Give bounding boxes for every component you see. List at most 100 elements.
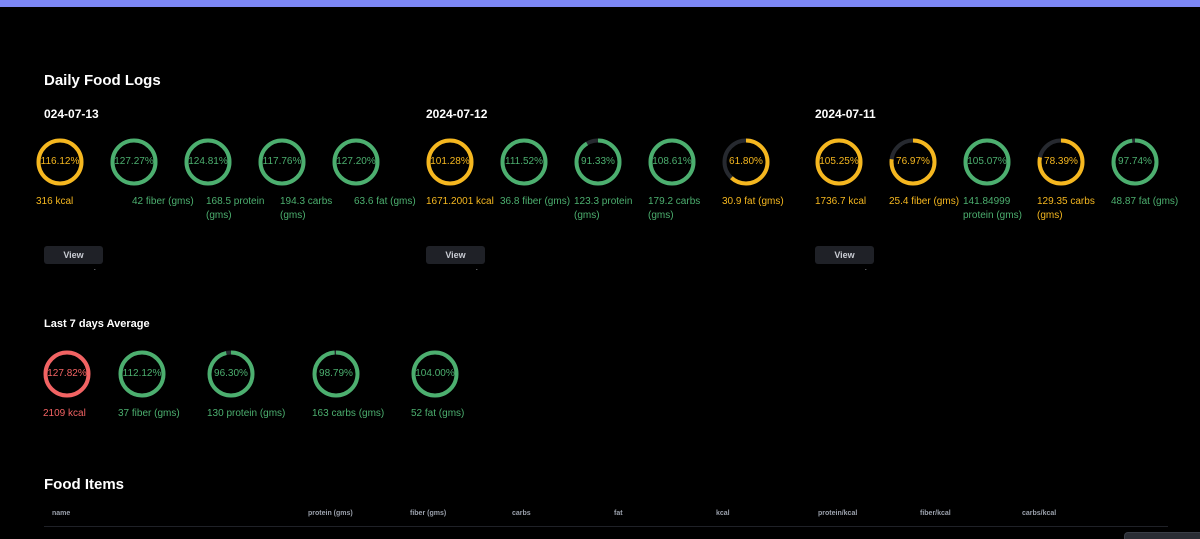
metric-label: 37 fiber (gms) bbox=[118, 408, 180, 419]
progress-ring: 127.82% bbox=[43, 350, 91, 398]
view-consumed-food-button[interactable]: View consumed food bbox=[815, 246, 874, 270]
ring-percent: 111.52% bbox=[505, 156, 543, 167]
progress-ring: 112.12% bbox=[118, 350, 166, 398]
ring-percent: 76.97% bbox=[896, 156, 930, 167]
progress-ring: 105.07% bbox=[963, 138, 1011, 186]
ring-progress bbox=[43, 350, 91, 398]
metric-label: 141.84999 protein (gms) bbox=[963, 196, 1022, 221]
day-date: 024-07-13 bbox=[44, 107, 99, 121]
metric-label: 130 protein (gms) bbox=[207, 408, 286, 419]
ring-progress bbox=[207, 350, 255, 398]
day-date: 2024-07-11 bbox=[815, 107, 876, 121]
ring-progress bbox=[36, 138, 84, 186]
progress-ring: 127.20% bbox=[332, 138, 380, 186]
progress-ring: 78.39% bbox=[1037, 138, 1085, 186]
food-items-table-header: name protein (gms) fiber (gms) carbs fat kcal… bbox=[44, 506, 1168, 527]
ring-progress bbox=[500, 138, 548, 186]
ring-progress bbox=[1037, 138, 1085, 186]
ring-progress bbox=[1111, 138, 1159, 186]
progress-ring: 117.76% bbox=[258, 138, 306, 186]
progress-ring: 127.27% bbox=[110, 138, 158, 186]
column-header[interactable]: fat bbox=[614, 510, 623, 517]
ring-percent: 127.27% bbox=[114, 156, 154, 167]
metric-label: 52 fat (gms) bbox=[411, 408, 465, 419]
ring-progress bbox=[110, 138, 158, 186]
column-header[interactable]: carbs/kcal bbox=[1022, 510, 1057, 517]
metric-label: 42 fiber (gms) bbox=[132, 196, 194, 207]
metric-label: 123.3 protein (gms) bbox=[574, 196, 633, 221]
progress-ring: 98.79% bbox=[312, 350, 360, 398]
ring-percent: 104.00% bbox=[415, 368, 455, 379]
page-title: Daily Food Logs bbox=[44, 72, 161, 89]
ring-progress bbox=[258, 138, 306, 186]
column-header[interactable]: fiber (gms) bbox=[410, 510, 447, 517]
ring-progress bbox=[722, 138, 770, 186]
progress-ring: 111.52% bbox=[500, 138, 548, 186]
progress-ring: 105.25% bbox=[815, 138, 863, 186]
progress-ring: 97.74% bbox=[1111, 138, 1159, 186]
ring-progress bbox=[574, 138, 622, 186]
ring-percent: 98.79% bbox=[319, 368, 353, 379]
column-header[interactable]: protein (gms) bbox=[308, 510, 353, 517]
ring-percent: 127.82% bbox=[47, 368, 87, 379]
progress-ring: 116.12% bbox=[36, 138, 84, 186]
ring-percent: 108.61% bbox=[652, 156, 692, 167]
daily-logs: 024-07-13 116.12% 316 kcal 127.27% 42 fiber… bbox=[0, 100, 1200, 270]
ring-percent: 101.28% bbox=[430, 156, 470, 167]
ring-percent: 116.12% bbox=[40, 156, 80, 167]
average-title: Last 7 days Average bbox=[44, 318, 150, 330]
ring-percent: 78.39% bbox=[1044, 156, 1078, 167]
metric-label: 1671.2001 kcal bbox=[426, 196, 494, 207]
ring-progress bbox=[312, 350, 360, 398]
progress-ring: 61.80% bbox=[722, 138, 770, 186]
ring-progress bbox=[426, 138, 474, 186]
ring-percent: 124.81% bbox=[188, 156, 228, 167]
view-consumed-food-button[interactable]: View consumed food bbox=[426, 246, 485, 270]
ring-percent: 97.74% bbox=[1118, 156, 1152, 167]
ring-progress bbox=[963, 138, 1011, 186]
metric-label: 25.4 fiber (gms) bbox=[889, 196, 960, 207]
ring-percent: 91.33% bbox=[581, 156, 615, 167]
column-header[interactable]: carbs bbox=[512, 510, 531, 517]
food-items-title: Food Items bbox=[44, 476, 125, 493]
column-header[interactable]: name bbox=[52, 510, 71, 517]
column-header[interactable]: kcal bbox=[716, 510, 730, 517]
ring-progress bbox=[118, 350, 166, 398]
ring-progress bbox=[889, 138, 937, 186]
metric-label: 30.9 fat (gms) bbox=[722, 196, 784, 207]
top-accent-bar bbox=[0, 0, 1200, 7]
ring-percent: 117.76% bbox=[262, 156, 302, 167]
day-date: 2024-07-12 bbox=[426, 107, 488, 121]
metric-label: 163 carbs (gms) bbox=[312, 408, 385, 419]
metric-label: 168.5 protein (gms) bbox=[206, 196, 265, 221]
progress-ring: 76.97% bbox=[889, 138, 937, 186]
ring-percent: 96.30% bbox=[214, 368, 248, 379]
ring-percent: 61.80% bbox=[729, 156, 763, 167]
corner-panel-tab[interactable] bbox=[1124, 532, 1200, 539]
progress-ring: 96.30% bbox=[207, 350, 255, 398]
view-consumed-food-button[interactable]: View consumed food bbox=[44, 246, 103, 270]
progress-ring: 104.00% bbox=[411, 350, 459, 398]
column-header[interactable]: protein/kcal bbox=[818, 510, 858, 517]
progress-ring: 124.81% bbox=[184, 138, 232, 186]
metric-label: 1736.7 kcal bbox=[815, 196, 867, 207]
ring-progress bbox=[184, 138, 232, 186]
metric-label: 48.87 fat (gms) bbox=[1111, 196, 1179, 207]
metric-label: 2109 kcal bbox=[43, 408, 86, 419]
progress-ring: 91.33% bbox=[574, 138, 622, 186]
ring-percent: 112.12% bbox=[122, 368, 162, 379]
ring-percent: 105.07% bbox=[967, 156, 1007, 167]
ring-progress bbox=[332, 138, 380, 186]
ring-percent: 127.20% bbox=[336, 156, 376, 167]
ring-progress bbox=[648, 138, 696, 186]
metric-label: 316 kcal bbox=[36, 196, 74, 207]
metric-label: 36.8 fiber (gms) bbox=[500, 196, 571, 207]
column-header[interactable]: fiber/kcal bbox=[920, 510, 951, 517]
metric-label: 194.3 carbs (gms) bbox=[280, 196, 333, 221]
ring-percent: 105.25% bbox=[819, 156, 859, 167]
progress-ring: 108.61% bbox=[648, 138, 696, 186]
metric-label: 129.35 carbs (gms) bbox=[1037, 196, 1095, 221]
metric-label: 63.6 fat (gms) bbox=[354, 196, 416, 207]
metric-label: 179.2 carbs (gms) bbox=[648, 196, 701, 221]
progress-ring: 101.28% bbox=[426, 138, 474, 186]
